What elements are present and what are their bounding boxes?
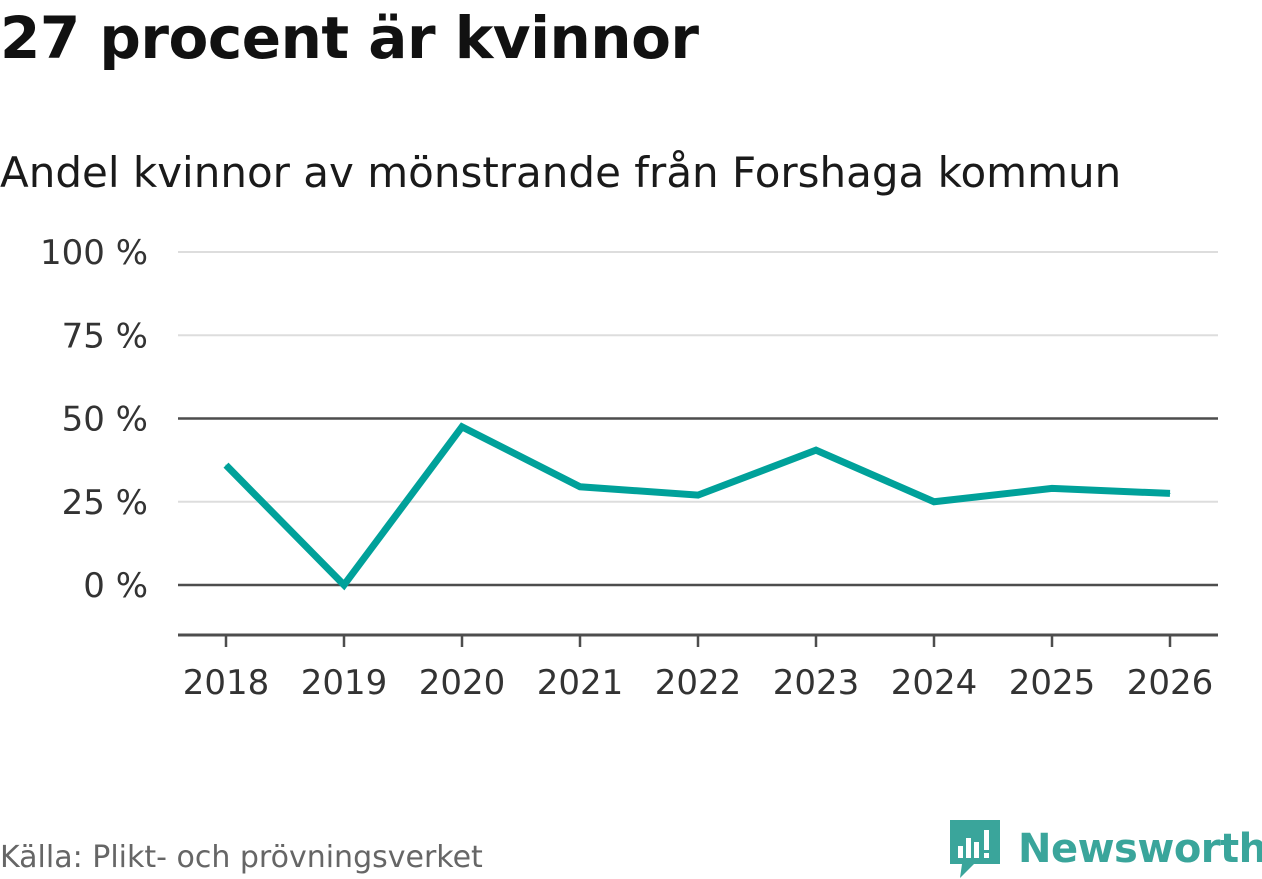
x-tick-label: 2024 — [891, 663, 978, 703]
newsworthy-logo: Newsworthy — [950, 820, 1262, 878]
chart-headline: 27 procent är kvinnor — [0, 4, 699, 72]
data-point-2019 — [343, 584, 345, 586]
x-tick-label: 2018 — [183, 663, 270, 703]
data-point-2025 — [1051, 487, 1053, 489]
data-point-2021 — [579, 486, 581, 488]
x-axis: 2018 2019 2020 2021 2022 2023 2024 2025 2026 — [178, 633, 1218, 703]
source-note: Källa: Plikt- och prövningsverket — [0, 840, 483, 875]
newsworthy-logo-icon — [950, 820, 1000, 878]
data-series — [223, 422, 1171, 591]
data-point-2026 — [1169, 492, 1171, 494]
series-line — [223, 422, 1171, 591]
y-tick-label: 25 % — [62, 483, 148, 523]
x-tick-label: 2022 — [655, 663, 742, 703]
data-point-2018 — [225, 464, 227, 466]
x-tick-label: 2020 — [419, 663, 506, 703]
y-tick-label: 50 % — [62, 400, 148, 440]
data-point-2022 — [697, 494, 699, 496]
gridlines — [178, 251, 1218, 587]
x-tick-label: 2021 — [537, 663, 624, 703]
data-point-2023 — [815, 449, 817, 451]
y-tick-label: 75 % — [62, 316, 148, 356]
x-tick-label: 2026 — [1127, 663, 1214, 703]
data-point-2020 — [461, 426, 463, 428]
x-tick-label: 2023 — [773, 663, 860, 703]
y-tick-label: 0 % — [83, 566, 148, 606]
x-tick-label: 2019 — [301, 663, 388, 703]
y-tick-label: 100 % — [40, 233, 148, 273]
data-point-2024 — [933, 501, 935, 503]
chart-subtitle: Andel kvinnor av mönstrande från Forshag… — [0, 148, 1122, 197]
brand-name: Newsworthy — [1018, 826, 1262, 872]
x-tick-label: 2025 — [1009, 663, 1096, 703]
y-axis-ticks: 0 % 25 % 50 % 75 % 100 % — [40, 233, 148, 606]
